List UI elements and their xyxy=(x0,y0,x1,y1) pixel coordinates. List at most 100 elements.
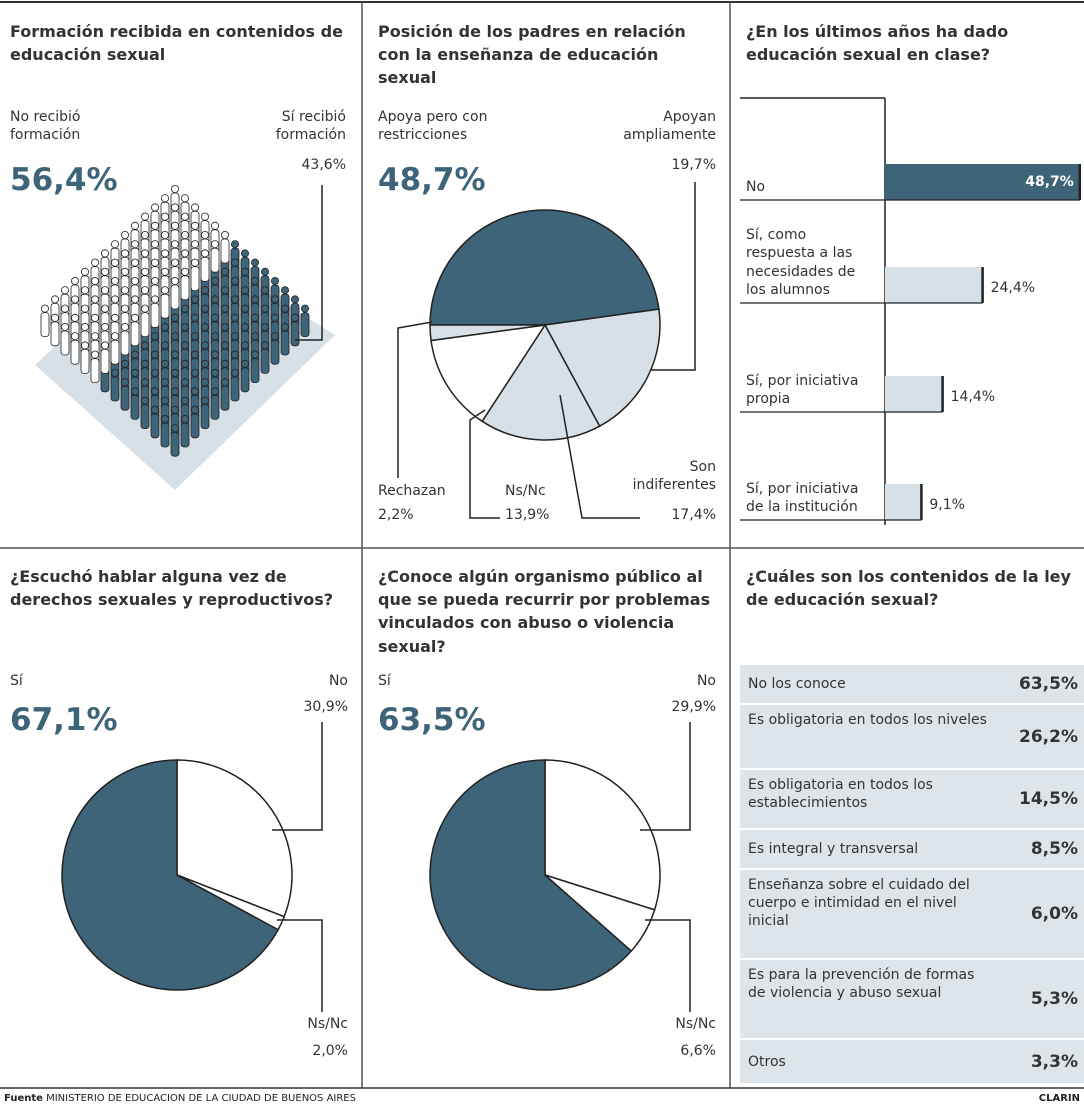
figure-head xyxy=(111,333,118,340)
figure-body xyxy=(51,322,59,346)
source-text: MINISTERIO DE EDUCACION DE LA CIUDAD DE … xyxy=(46,1093,356,1104)
figure-head xyxy=(61,287,68,294)
figure-head xyxy=(131,259,138,266)
value-label-big: 63,5% xyxy=(378,700,486,740)
category-label: No xyxy=(616,672,716,690)
figure-body xyxy=(181,276,189,300)
value-label: 24,4% xyxy=(991,279,1035,297)
figure-head xyxy=(81,323,88,330)
figure-head xyxy=(221,360,228,367)
table-cell-label: Enseñanza sobre el cuidado del cuerpo e … xyxy=(748,876,996,931)
figure-head xyxy=(221,268,228,275)
figure-head xyxy=(141,379,148,386)
figure-head xyxy=(261,305,268,312)
figure-head xyxy=(211,333,218,340)
category-label: Son indiferentes xyxy=(606,458,716,494)
figure-head xyxy=(251,314,258,321)
figure-head xyxy=(111,241,118,248)
table-cell-value: 5,3% xyxy=(980,988,1078,1010)
figure-head xyxy=(241,323,248,330)
figure-head xyxy=(141,213,148,220)
figure-head xyxy=(121,250,128,257)
bar xyxy=(885,484,921,520)
value-label: 6,6% xyxy=(616,1042,716,1060)
figure-head xyxy=(151,241,158,248)
figure-head xyxy=(131,241,138,248)
figure-head xyxy=(161,268,168,275)
value-label: 30,9% xyxy=(248,698,348,716)
figure-head xyxy=(151,296,158,303)
category-label: Sí xyxy=(10,672,23,690)
figure-head xyxy=(171,277,178,284)
figure-head xyxy=(121,305,128,312)
figure-head xyxy=(241,305,248,312)
table-cell-label: No los conoce xyxy=(748,675,996,693)
figure-head xyxy=(111,314,118,321)
figure-body xyxy=(41,313,49,337)
figure-head xyxy=(201,323,208,330)
table-cell-value: 14,5% xyxy=(980,788,1078,810)
figure-body xyxy=(121,331,129,355)
figure-body xyxy=(71,340,79,364)
figure-head xyxy=(181,268,188,275)
figure-head xyxy=(251,351,258,358)
figure-head xyxy=(101,342,108,349)
figure-body xyxy=(101,349,109,373)
category-label: Sí, por iniciativa de la institución xyxy=(746,480,878,516)
figure-head xyxy=(141,250,148,257)
figure-head xyxy=(151,204,158,211)
figure-head xyxy=(241,250,248,257)
figure-head xyxy=(231,296,238,303)
bar xyxy=(885,376,943,412)
figure-head xyxy=(211,222,218,229)
figure-head xyxy=(131,296,138,303)
figure-head xyxy=(171,406,178,413)
bar xyxy=(885,267,983,303)
figure-head xyxy=(161,379,168,386)
footer-source: Fuente MINISTERIO DE EDUCACION DE LA CIU… xyxy=(4,1092,356,1105)
leader-line xyxy=(272,722,322,830)
figure-head xyxy=(181,415,188,422)
value-label: 43,6% xyxy=(250,156,346,174)
figure-head xyxy=(211,369,218,376)
figure-head xyxy=(201,379,208,386)
table-cell-label: Es integral y transversal xyxy=(748,840,996,858)
figure-head xyxy=(221,379,228,386)
figure-head xyxy=(171,333,178,340)
table-cell-value: 6,0% xyxy=(980,903,1078,925)
figure-body xyxy=(111,377,119,401)
figure-body xyxy=(281,331,289,355)
figure-head xyxy=(191,388,198,395)
figure-body xyxy=(111,340,119,364)
figure-body xyxy=(161,294,169,318)
figure-head xyxy=(251,259,258,266)
figure-head xyxy=(241,287,248,294)
value-label-big: 56,4% xyxy=(10,160,118,200)
figure-head xyxy=(171,425,178,432)
figure-head xyxy=(171,314,178,321)
figure-head xyxy=(211,388,218,395)
figure-head xyxy=(221,305,228,312)
figure-head xyxy=(161,323,168,330)
figure-head xyxy=(191,351,198,358)
figure-head xyxy=(141,342,148,349)
figure-head xyxy=(291,314,298,321)
figure-head xyxy=(221,231,228,238)
figure-head xyxy=(111,296,118,303)
value-label: 13,9% xyxy=(505,506,549,524)
figure-head xyxy=(101,287,108,294)
figure-head xyxy=(241,268,248,275)
figure-head xyxy=(221,342,228,349)
figure-body xyxy=(151,303,159,327)
figure-body xyxy=(201,257,209,281)
table-cell-value: 26,2% xyxy=(980,726,1078,748)
category-label: Ns/Nc xyxy=(616,1015,716,1033)
table-cell-label: Es obligatoria en todos los niveles xyxy=(748,711,996,729)
figure-head xyxy=(51,296,58,303)
category-label: Sí xyxy=(378,672,391,690)
value-label: 48,7% xyxy=(1000,173,1074,191)
figure-body xyxy=(221,239,229,263)
figure-head xyxy=(251,333,258,340)
figure-body xyxy=(141,405,149,429)
leader-line xyxy=(398,322,432,478)
